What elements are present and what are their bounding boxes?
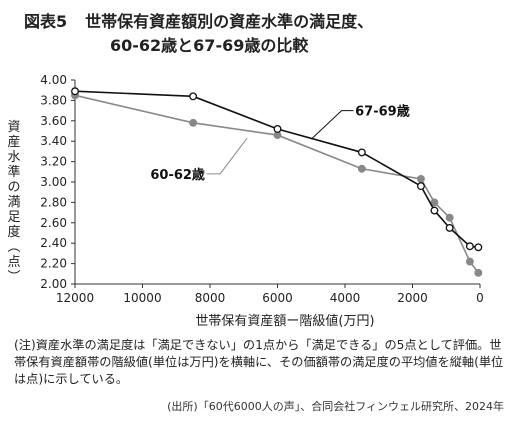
chart-note: (注)資産水準の満足度は「満足できない」の1点から「満足できる」の5点として評価…: [14, 338, 504, 386]
series-point-67-69: [273, 125, 282, 133]
series-point-67-69: [465, 242, 474, 251]
y-tick-label: 2.20: [40, 257, 67, 271]
legend-label-67-69: 67-69歳: [355, 104, 410, 120]
series-point-67-69: [416, 182, 425, 191]
y-axis-label-char: ︶: [7, 270, 21, 285]
y-tick-label: 3.60: [40, 114, 67, 128]
legend-label-60-62: 60-62歳: [150, 167, 205, 183]
title-line-2: 60-62歳と67-69歳の比較: [110, 36, 309, 55]
y-tick-label: 2.80: [40, 195, 67, 209]
y-axis-label-char: 準: [7, 165, 21, 180]
title-line-1: 図表5 世帯保有資産額別の資産水準の満足度、: [24, 10, 504, 34]
legend-leader-60-62: [206, 137, 248, 175]
series-point-60-62: [474, 268, 483, 277]
x-axis-label: 世帯保有資産額ー階級値(万円): [195, 314, 375, 329]
series-point-67-69: [71, 87, 79, 96]
series-point-67-69: [474, 243, 483, 252]
y-tick-label: 3.80: [40, 93, 67, 107]
series-point-60-62: [416, 174, 425, 183]
chart-title: 図表5 世帯保有資産額別の資産水準の満足度、 60-62歳と67-69歳の比較: [24, 10, 504, 58]
series-point-60-62: [445, 213, 454, 222]
y-tick-label: 4.00: [40, 73, 67, 87]
series-point-60-62: [465, 257, 474, 266]
y-axis-label-char: ︵: [7, 240, 21, 255]
series-point-67-69: [430, 206, 439, 215]
figure-label: 図表5: [24, 12, 68, 31]
y-axis-label-char: 資: [7, 120, 21, 135]
series-point-60-62: [357, 164, 366, 173]
y-tick-label: 3.00: [40, 175, 67, 189]
x-tick-label: 6000: [262, 291, 293, 305]
series-point-67-69: [445, 223, 454, 232]
chart-source: (出所)「60代6000人の声」、合同会社フィンウェル研究所、2024年: [167, 400, 504, 413]
x-tick-label: 2000: [397, 291, 428, 305]
x-tick-label: 10000: [123, 291, 161, 305]
y-tick-label: 3.40: [40, 134, 67, 148]
title-text-1: 世帯保有資産額別の資産水準の満足度、: [85, 12, 374, 31]
series-point-60-62: [430, 198, 439, 207]
x-tick-label: 4000: [330, 291, 361, 305]
y-tick-label: 2.00: [40, 277, 67, 291]
series-point-67-69: [357, 148, 366, 157]
x-tick-label: 8000: [195, 291, 226, 305]
y-tick-label: 2.60: [40, 216, 67, 230]
series-point-67-69: [189, 92, 198, 101]
y-tick-label: 3.20: [40, 155, 67, 169]
y-axis-label: 資産水準の満足度 ︵ 点 ︶: [6, 120, 22, 285]
y-axis-label-char: 水: [7, 150, 21, 165]
legend-leader-67-69: [310, 110, 354, 140]
y-axis-label-char: の: [7, 180, 21, 195]
series-line-67-69: [74, 90, 479, 249]
y-axis-label-char: 満: [7, 195, 21, 210]
x-tick-label: 0: [476, 291, 484, 305]
y-tick-label: 2.40: [40, 236, 67, 250]
line-chart: 2.00 2.20 2.40 2.60 2.80 3.00 3.20 3.40 3.60 3.80…: [40, 73, 484, 305]
x-tick-label: 12000: [56, 291, 94, 305]
series-point-60-62: [189, 118, 198, 127]
y-axis-label-char: 度: [7, 225, 21, 240]
y-axis-label-char: 足: [7, 210, 21, 225]
y-axis-label-char: 産: [7, 135, 21, 150]
y-axis-label-char: 点: [7, 255, 21, 270]
